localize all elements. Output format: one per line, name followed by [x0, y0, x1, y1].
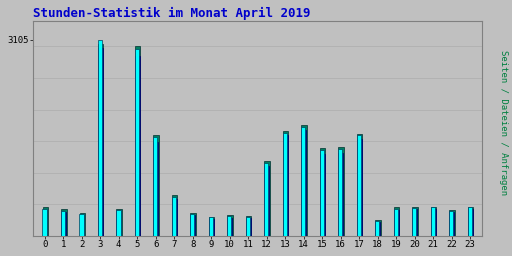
Bar — [394, 209, 398, 236]
Bar — [320, 154, 325, 236]
Bar — [61, 211, 65, 236]
Bar — [42, 210, 47, 236]
Bar — [117, 211, 121, 236]
Bar — [450, 210, 455, 236]
Bar — [412, 208, 416, 236]
Bar — [302, 125, 307, 236]
Bar — [283, 133, 287, 236]
Bar — [153, 137, 158, 236]
Bar — [375, 220, 381, 236]
Bar — [450, 212, 454, 236]
Bar — [61, 212, 66, 236]
Bar — [338, 147, 344, 236]
Bar — [135, 49, 139, 236]
Bar — [42, 209, 47, 236]
Bar — [117, 209, 122, 236]
Bar — [412, 209, 417, 236]
Bar — [227, 216, 231, 236]
Bar — [154, 135, 159, 236]
Bar — [264, 166, 269, 236]
Bar — [209, 217, 215, 236]
Bar — [264, 161, 270, 236]
Bar — [98, 48, 102, 236]
Bar — [154, 142, 158, 236]
Bar — [227, 218, 232, 236]
Bar — [394, 210, 398, 236]
Bar — [246, 217, 250, 236]
Bar — [172, 199, 177, 236]
Bar — [172, 196, 178, 236]
Bar — [431, 209, 436, 236]
Bar — [135, 46, 140, 236]
Bar — [79, 215, 84, 236]
Bar — [357, 134, 362, 236]
Bar — [209, 219, 214, 236]
Bar — [357, 135, 361, 236]
Bar — [190, 214, 195, 236]
Bar — [302, 131, 306, 236]
Bar — [98, 40, 102, 236]
Bar — [431, 207, 435, 236]
Bar — [190, 213, 196, 236]
Bar — [190, 215, 195, 236]
Bar — [61, 209, 67, 236]
Bar — [301, 127, 306, 236]
Bar — [357, 139, 361, 236]
Bar — [338, 150, 343, 236]
Bar — [375, 221, 379, 236]
Bar — [412, 207, 418, 236]
Bar — [209, 217, 213, 236]
Bar — [79, 212, 85, 236]
Bar — [375, 222, 380, 236]
Bar — [246, 218, 250, 236]
Bar — [264, 163, 268, 236]
Bar — [116, 210, 120, 236]
Bar — [467, 207, 472, 236]
Bar — [283, 135, 288, 236]
Bar — [283, 131, 288, 236]
Bar — [42, 207, 48, 236]
Bar — [449, 211, 454, 236]
Bar — [246, 216, 251, 236]
Bar — [468, 207, 474, 236]
Bar — [319, 150, 324, 236]
Bar — [172, 197, 176, 236]
Bar — [135, 56, 140, 236]
Bar — [227, 215, 233, 236]
Text: Seiten / Dateien / Anfragen: Seiten / Dateien / Anfragen — [499, 50, 508, 195]
Bar — [394, 207, 399, 236]
Text: Stunden-Statistik im Monat April 2019: Stunden-Statistik im Monat April 2019 — [33, 7, 310, 20]
Bar — [468, 209, 473, 236]
Bar — [98, 44, 103, 236]
Bar — [320, 148, 326, 236]
Bar — [79, 214, 83, 236]
Bar — [338, 153, 343, 236]
Bar — [431, 207, 436, 236]
